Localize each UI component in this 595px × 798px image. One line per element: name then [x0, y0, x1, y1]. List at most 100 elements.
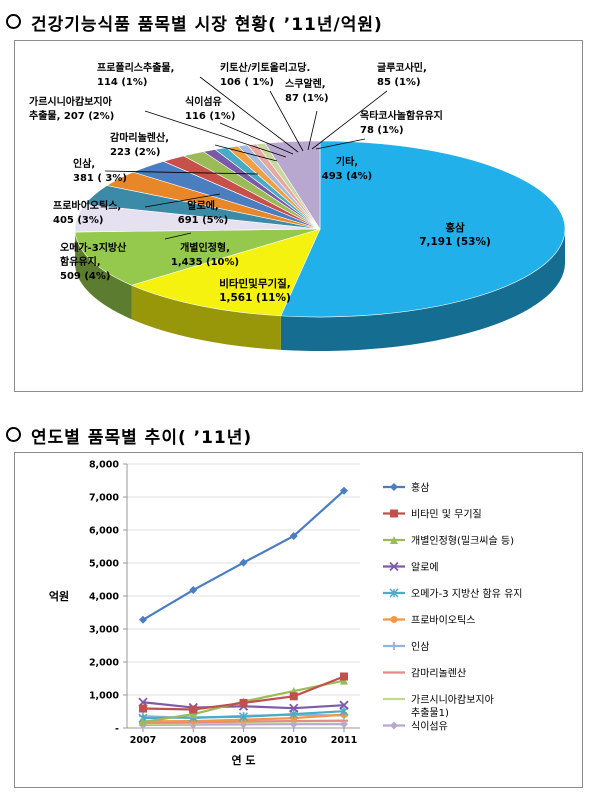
legend-label: 감마리놀렌산 [411, 668, 466, 680]
pie-leader-line [144, 193, 221, 208]
pie-side-walls [75, 229, 565, 351]
x-tick-label: 2011 [331, 735, 357, 746]
x-tick-label: 2009 [230, 735, 256, 746]
legend-marker [390, 721, 398, 730]
pie-leader-line [311, 90, 388, 150]
pie-data-label: 키토산/키토올리고당. 106 ( 1%) [220, 61, 310, 88]
y-tick-label: - [115, 724, 119, 735]
legend-label: 프로바이오틱스 [411, 615, 475, 627]
line-point [340, 672, 348, 681]
pie-slice-side [280, 229, 565, 351]
line-point [289, 692, 298, 701]
legend-item: 인삼 [383, 641, 429, 653]
legend-item: 알로에 [383, 562, 439, 574]
pie-top [74, 140, 566, 318]
pie-data-label: 비타민및무기질, 1,561 (11%) [219, 277, 291, 304]
pie-data-label: 식이섬유 116 (1%) [185, 95, 235, 122]
legend-marker [389, 561, 399, 572]
line-chart-frame: - 1,000 2,000 3,000 4,000 5,000 6,000 7,000 8,00… [14, 452, 583, 788]
line-point [139, 704, 147, 713]
line-point [340, 486, 348, 495]
pie-data-label: 글루코사민, 85 (1%) [377, 61, 427, 88]
pie-data-label: 감마리놀렌산, 223 (2%) [110, 131, 169, 158]
pie-data-label: 홍삼 7,191 (53%) [419, 221, 491, 248]
pie-slice [130, 228, 321, 317]
line-point [189, 586, 198, 595]
pie-slice-side [75, 232, 132, 320]
line-point [139, 718, 147, 727]
legend-label: 오메가-3 지방산 함유 유지 [411, 588, 523, 600]
line-section-title: 연도별 품목별 추이( ’11년) [6, 423, 252, 448]
legend-item: 홍삼 [383, 481, 429, 494]
pie-leader-line [269, 90, 304, 152]
legend-item: 감마리놀렌산 [383, 668, 466, 680]
pie-data-label: 알로에, 691 (5%) [178, 199, 228, 226]
pie-data-label: 기타, 493 (4%) [322, 155, 372, 182]
legend-label: 홍삼 [411, 481, 429, 494]
pie-data-label: 프로바이오틱스, 405 (3%) [53, 199, 121, 226]
pie-leader-line [214, 144, 278, 162]
legend-marker [389, 588, 399, 598]
legend-label: 비타민 및 무기질 [411, 509, 482, 521]
y-tick-label: 5,000 [89, 559, 119, 570]
plot-area: - 1,000 2,000 3,000 4,000 5,000 6,000 7,000 8,00… [89, 460, 360, 746]
legend-marker [390, 536, 398, 544]
pie-leader-line [104, 170, 259, 175]
series-group [138, 486, 349, 730]
line-point [289, 703, 299, 713]
pie-leader-line [199, 76, 299, 153]
legend-marker [390, 509, 398, 518]
legend-item: 식이섬유 [383, 721, 448, 733]
pie-data-label: 오메가-3지방산 함유유지, 509 (4%) [60, 241, 127, 282]
line-point [339, 700, 349, 710]
y-axis-title: 억원 [49, 589, 69, 603]
legend-marker [390, 642, 398, 650]
pie-section-title-text: 건강기능식품 품목별 시장 현황( ’11년/억원) [31, 15, 383, 35]
legend-item: 개별인정형(밀크씨슬 등) [383, 535, 514, 547]
series [139, 672, 348, 714]
legend-marker [390, 616, 398, 623]
pie-slice-side [131, 285, 281, 350]
x-axis-title: 연 도 [231, 753, 255, 767]
x-tick-label: 2010 [281, 735, 308, 746]
pie-data-label: 옥타코사놀함유유지 78 (1%) [360, 109, 443, 136]
pie-data-label: 스쿠알렌, 87 (1%) [285, 77, 329, 104]
legend-marker [390, 483, 398, 491]
line-point [238, 712, 249, 722]
pie-labels: 홍삼 7,191 (53%) 비타민및무기질, 1,561 (11%) 개별인정형, 1,… [29, 61, 491, 304]
line-point [189, 710, 198, 719]
y-tick-label: 7,000 [89, 493, 119, 504]
line-point [189, 705, 198, 714]
legend-item: 프로바이오틱스 [383, 615, 475, 627]
line-section-title-text: 연도별 품목별 추이( ’11년) [31, 428, 253, 448]
pie-data-label: 인삼, 381 ( 3%) [73, 157, 127, 184]
pie-leader-line [219, 122, 294, 155]
pie-chart-frame: 홍삼 7,191 (53%) 비타민및무기질, 1,561 (11%) 개별인정형, 1,… [14, 40, 583, 392]
y-tick-label: 8,000 [89, 460, 119, 471]
legend-item: 비타민 및 무기질 [383, 509, 482, 521]
pie-leader-line [315, 138, 366, 150]
pie-section-title: 건강기능식품 품목별 시장 현황( ’11년/억원) [6, 10, 383, 35]
line-point [139, 615, 147, 624]
y-tick-label: 6,000 [89, 526, 119, 537]
pie-data-label: 개별인정형, 1,435 (10%) [171, 241, 239, 268]
pie-slice [264, 140, 321, 231]
line-point [340, 676, 348, 685]
legend-label: 알로에 [411, 562, 439, 574]
pie-leader-line [164, 232, 192, 240]
pie-leader-line [144, 110, 287, 158]
pie-slice [280, 140, 566, 318]
legend-item: 오메가-3 지방산 함유 유지 [383, 588, 523, 600]
line-point [289, 720, 298, 729]
legend-item: 가르시니아캄보지아 추출물1) [383, 694, 494, 719]
series [139, 486, 348, 624]
line-chart: - 1,000 2,000 3,000 4,000 5,000 6,000 7,000 8,00… [49, 460, 523, 768]
pie-data-label: 가르시니아캄보지아 추출물, 207 (2%) [29, 95, 114, 122]
line-point [239, 558, 248, 567]
pie-chart: 홍삼 7,191 (53%) 비타민및무기질, 1,561 (11%) 개별인정형, 1,… [29, 61, 566, 351]
y-tick-label: 2,000 [89, 658, 119, 669]
line-point [239, 698, 248, 707]
x-tick-label: 2007 [130, 735, 156, 746]
y-tick-label: 1,000 [89, 691, 119, 702]
legend-label: 인삼 [411, 641, 429, 653]
